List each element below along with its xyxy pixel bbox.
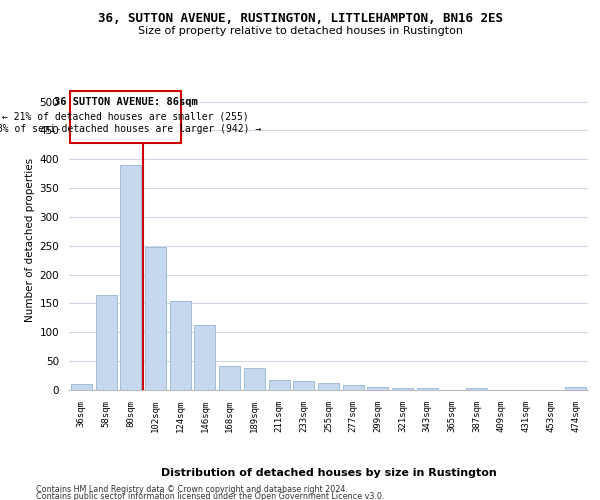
Bar	[194, 326, 215, 390]
Bar	[392, 388, 413, 390]
Bar	[71, 384, 92, 390]
Text: Contains public sector information licensed under the Open Government Licence v3: Contains public sector information licen…	[36, 492, 385, 500]
Y-axis label: Number of detached properties: Number of detached properties	[25, 158, 35, 322]
Text: 78% of semi-detached houses are larger (942) →: 78% of semi-detached houses are larger (…	[0, 124, 261, 134]
Text: ← 21% of detached houses are smaller (255): ← 21% of detached houses are smaller (25…	[2, 112, 249, 122]
Text: Contains HM Land Registry data © Crown copyright and database right 2024.: Contains HM Land Registry data © Crown c…	[36, 484, 348, 494]
Bar	[293, 382, 314, 390]
Bar	[145, 247, 166, 390]
Text: 36, SUTTON AVENUE, RUSTINGTON, LITTLEHAMPTON, BN16 2ES: 36, SUTTON AVENUE, RUSTINGTON, LITTLEHAM…	[97, 12, 503, 26]
Bar	[244, 368, 265, 390]
Text: Size of property relative to detached houses in Rustington: Size of property relative to detached ho…	[137, 26, 463, 36]
Bar	[417, 388, 438, 390]
Bar	[318, 382, 339, 390]
Bar	[95, 295, 116, 390]
Text: Distribution of detached houses by size in Rustington: Distribution of detached houses by size …	[161, 468, 497, 477]
Bar	[565, 387, 586, 390]
Bar	[466, 388, 487, 390]
Bar	[269, 380, 290, 390]
FancyBboxPatch shape	[70, 91, 181, 143]
Bar	[120, 165, 141, 390]
Bar	[343, 386, 364, 390]
Bar	[367, 386, 388, 390]
Bar	[219, 366, 240, 390]
Text: 36 SUTTON AVENUE: 86sqm: 36 SUTTON AVENUE: 86sqm	[54, 97, 198, 107]
Bar	[170, 300, 191, 390]
